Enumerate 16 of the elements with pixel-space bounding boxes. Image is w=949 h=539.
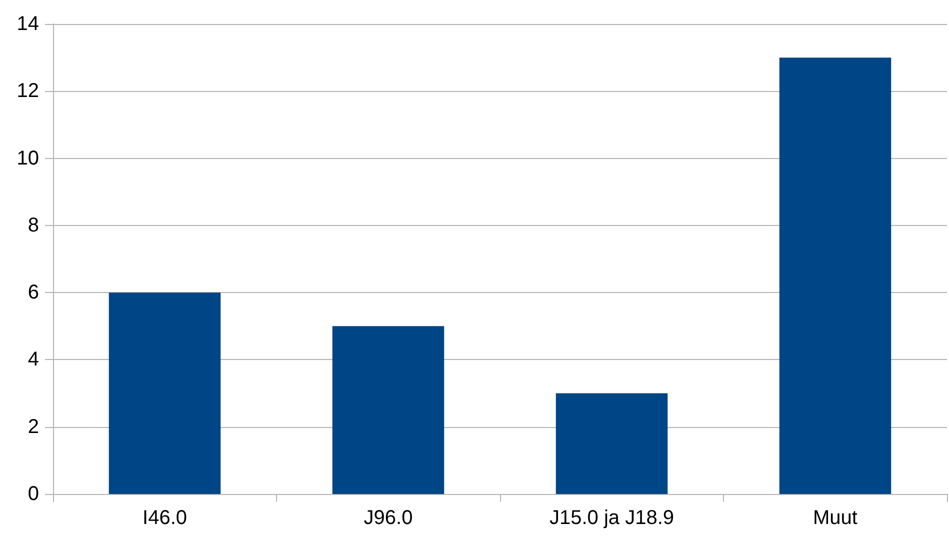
bar — [332, 326, 444, 494]
y-tick-label: 2 — [28, 416, 39, 438]
y-tick-label: 0 — [28, 483, 39, 505]
y-tick-label: 4 — [28, 348, 39, 371]
y-tick-label: 8 — [28, 214, 39, 236]
x-tick-label: J15.0 ja J18.9 — [549, 507, 674, 529]
y-tick-label: 14 — [16, 13, 39, 35]
bar — [556, 393, 668, 494]
y-tick-label: 10 — [16, 147, 39, 170]
x-tick-label: Muut — [813, 507, 858, 529]
bar — [108, 292, 221, 494]
y-tick-label: 12 — [16, 80, 39, 102]
y-tick-label: 6 — [28, 282, 39, 304]
bar — [779, 58, 892, 494]
x-tick-label: J96.0 — [364, 507, 413, 529]
x-tick-label: I46.0 — [142, 507, 187, 529]
